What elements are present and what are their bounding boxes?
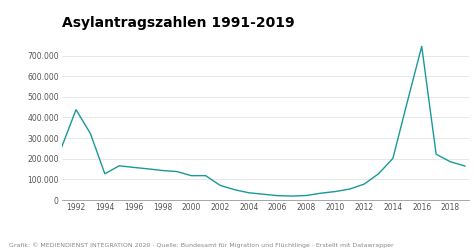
Text: Grafik: © MEDIENDIENST INTEGRATION 2020 · Quelle: Bundesamt für Migration und Fl: Grafik: © MEDIENDIENST INTEGRATION 2020 … (9, 242, 394, 248)
Text: Asylantragszahlen 1991-2019: Asylantragszahlen 1991-2019 (62, 16, 294, 30)
